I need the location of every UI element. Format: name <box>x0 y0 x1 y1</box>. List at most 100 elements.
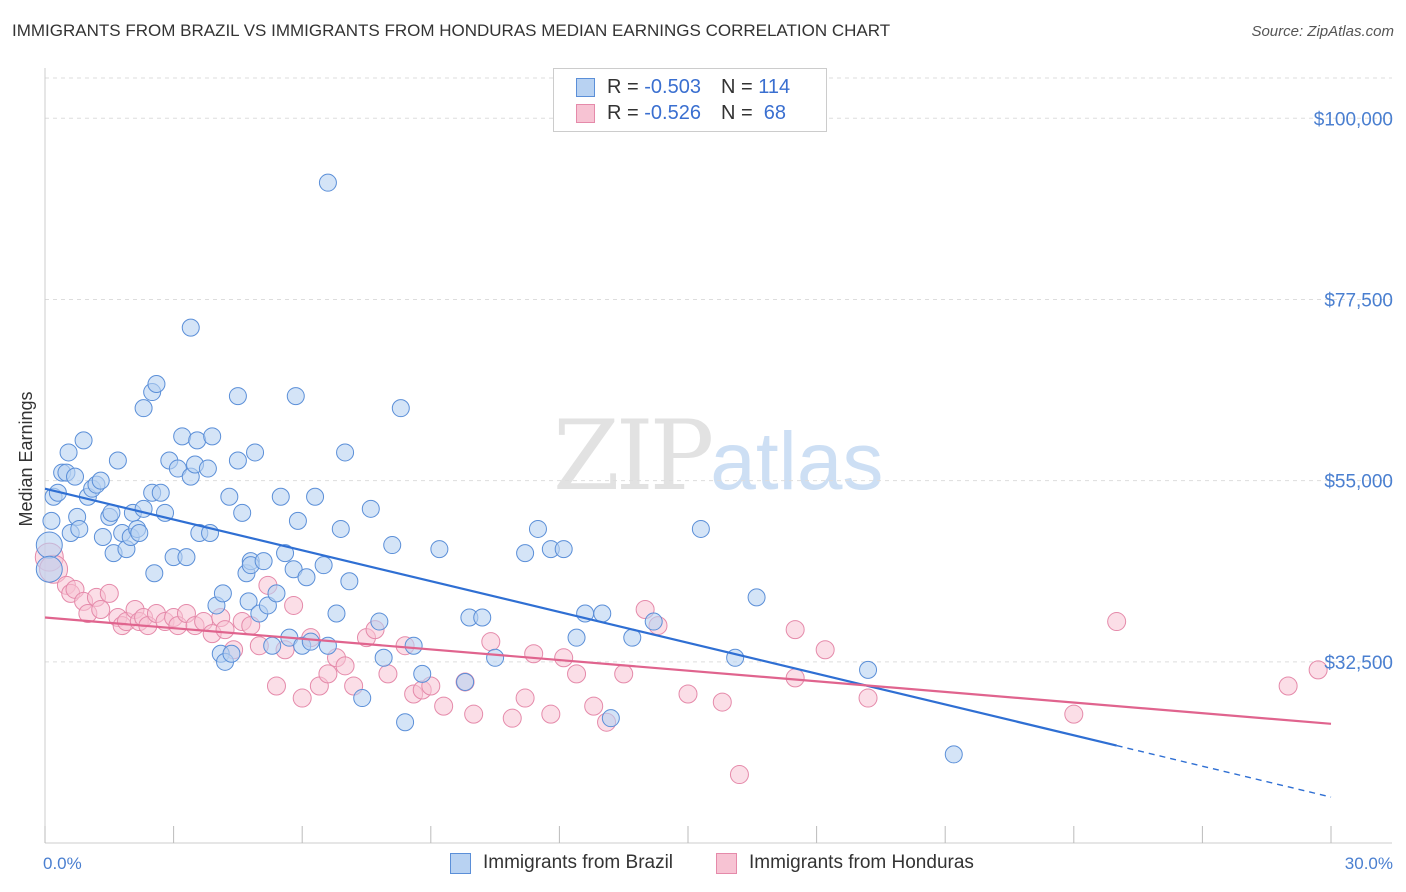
brazil-point <box>430 540 449 559</box>
y-tick-label: $55,000 <box>1324 472 1393 493</box>
brazil-point <box>59 443 78 462</box>
tick-labels: $32,500 $55,000 $77,500 $100,000 0.0% 30.0% <box>43 109 1393 873</box>
brazil-point <box>42 511 61 530</box>
brazil-point <box>456 672 475 691</box>
brazil-point <box>306 487 325 506</box>
brazil-point <box>198 459 217 478</box>
bottom-legend-honduras[interactable]: Immigrants from Honduras <box>716 852 974 874</box>
honduras-point <box>1278 676 1298 696</box>
brazil-point <box>361 499 380 518</box>
bottom-legend-brazil[interactable]: Immigrants from Brazil <box>450 852 673 874</box>
honduras-legend-label: Immigrants from Honduras <box>749 852 974 873</box>
brazil-point <box>271 487 290 506</box>
brazil-point <box>246 443 265 462</box>
brazil-point <box>91 471 110 490</box>
honduras-point <box>1107 612 1127 632</box>
brazil-point <box>747 588 766 607</box>
brazil-point <box>318 173 337 192</box>
brazil-point <box>74 431 93 450</box>
honduras-point <box>858 688 878 708</box>
watermark-atlas: atlas <box>710 416 884 507</box>
brazil-point <box>70 519 89 538</box>
brazil-point <box>336 443 355 462</box>
brazil-n-value: 114 <box>758 75 791 98</box>
brazil-point <box>314 556 333 575</box>
honduras-point <box>318 664 338 684</box>
brazil-point <box>383 536 402 555</box>
brazil-point <box>473 608 492 627</box>
brazil-point <box>340 572 359 591</box>
brazil-point <box>222 644 241 663</box>
brazil-trend-line <box>44 487 1117 747</box>
brazil-point <box>353 689 372 708</box>
brazil-point <box>35 555 63 583</box>
honduras-point <box>712 692 732 712</box>
legend-row-honduras: R = -0.526 N = 68 <box>576 101 786 125</box>
brazil-point <box>145 564 164 583</box>
brazil-legend-swatch-icon <box>450 852 471 874</box>
honduras-point <box>614 664 634 684</box>
brazil-point <box>944 745 963 764</box>
brazil-point <box>601 709 620 728</box>
brazil-point <box>108 451 127 470</box>
brazil-r-label: R = <box>607 75 639 98</box>
brazil-point <box>220 487 239 506</box>
honduras-point <box>464 704 484 724</box>
brazil-point <box>188 431 207 450</box>
brazil-point <box>203 427 222 446</box>
honduras-point <box>91 599 111 619</box>
brazil-point <box>130 523 149 542</box>
legend-row-brazil: R = -0.503 N = 114 <box>576 75 790 99</box>
brazil-point <box>301 632 320 651</box>
axes <box>44 68 1392 844</box>
brazil-point <box>147 375 166 393</box>
brazil-point <box>528 519 547 538</box>
brazil-point <box>288 511 307 530</box>
brazil-point <box>331 519 350 538</box>
brazil-point <box>644 612 663 631</box>
honduras-n-label: N = <box>720 101 753 124</box>
brazil-point <box>134 399 153 418</box>
honduras-r-value: -0.526 <box>644 101 701 124</box>
brazil-point <box>859 660 878 679</box>
honduras-point <box>378 664 398 684</box>
honduras-point <box>1308 660 1328 680</box>
brazil-point <box>93 528 112 546</box>
brazil-point <box>374 648 393 667</box>
brazil-point <box>168 459 187 478</box>
brazil-point <box>276 544 295 563</box>
brazil-point <box>691 519 710 538</box>
honduras-point <box>785 620 805 640</box>
honduras-point <box>292 688 312 708</box>
brazil-point <box>239 592 258 611</box>
honduras-n-value: 68 <box>763 101 787 124</box>
brazil-point <box>267 584 286 603</box>
brazil-point <box>228 387 247 406</box>
brazil-point <box>286 387 305 406</box>
brazil-r-value: -0.503 <box>644 75 701 98</box>
honduras-r-label: R = <box>607 101 639 124</box>
brazil-point <box>66 467 85 486</box>
honduras-point <box>502 708 522 728</box>
honduras-point <box>481 632 501 652</box>
brazil-point <box>228 451 247 470</box>
honduras-legend-swatch-icon <box>716 852 737 874</box>
brazil-point <box>173 427 192 446</box>
brazil-point <box>213 584 232 603</box>
x-tick-label-max: 30.0% <box>1345 854 1393 873</box>
brazil-point <box>177 548 196 567</box>
honduras-point <box>729 765 749 785</box>
y-tick-label: $100,000 <box>1314 109 1393 130</box>
trend-lines <box>44 487 1332 798</box>
brazil-point <box>391 399 410 418</box>
brazil-point <box>413 664 432 683</box>
watermark: ZIPatlas <box>553 400 883 512</box>
brazil-point <box>567 628 586 647</box>
honduras-point <box>99 583 119 603</box>
brazil-point <box>327 604 346 623</box>
honduras-swatch-icon <box>576 103 595 123</box>
honduras-point <box>554 648 574 668</box>
honduras-point <box>284 595 304 615</box>
brazil-point <box>297 568 316 587</box>
